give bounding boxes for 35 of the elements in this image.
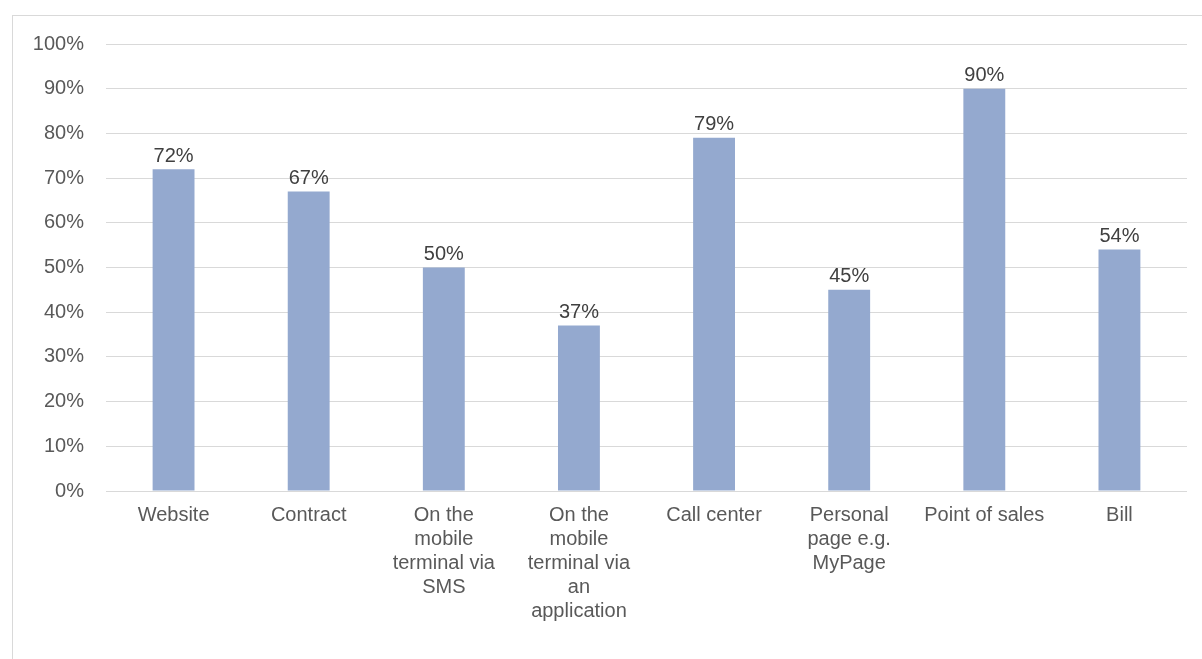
- bar: [287, 191, 330, 491]
- y-tick-label: 60%: [43, 210, 85, 233]
- data-label: 45%: [829, 264, 870, 287]
- x-tick-label: Contract: [270, 502, 347, 525]
- y-tick-label: 30%: [43, 344, 85, 367]
- x-tick-label: Call center: [666, 502, 763, 525]
- bar: [557, 325, 600, 491]
- y-tick-label: 100%: [32, 31, 85, 54]
- bar: [1098, 249, 1141, 491]
- y-tick-label: 70%: [43, 165, 85, 188]
- data-label: 37%: [558, 300, 600, 323]
- x-tick-label: On the mobile terminal via SMS: [392, 502, 496, 597]
- x-tick-label: Bill: [1106, 502, 1133, 525]
- bar: [152, 169, 195, 491]
- data-label: 54%: [1099, 224, 1140, 247]
- x-tick-label: On the mobile terminal via an application: [527, 502, 631, 621]
- x-tick-label: Personal page e.g. MyPage: [807, 502, 891, 573]
- bar: [963, 88, 1006, 491]
- y-tick-label: 0%: [55, 478, 85, 501]
- data-label: 50%: [423, 242, 465, 265]
- y-tick-label: 20%: [43, 389, 85, 412]
- data-label: 67%: [288, 166, 329, 189]
- x-tick-label: Website: [137, 502, 210, 525]
- data-label: 90%: [964, 63, 1005, 86]
- y-tick-label: 90%: [43, 76, 85, 99]
- data-label: 72%: [153, 143, 194, 166]
- data-label: 79%: [694, 112, 735, 135]
- y-tick-label: 10%: [43, 433, 85, 456]
- bar: [422, 267, 465, 491]
- x-tick-label: Point of sales: [924, 502, 1045, 525]
- y-tick-label: 50%: [43, 255, 85, 278]
- bar: [828, 289, 871, 491]
- y-tick-label: 40%: [43, 299, 85, 322]
- y-tick-label: 80%: [43, 120, 85, 143]
- bar: [693, 137, 736, 491]
